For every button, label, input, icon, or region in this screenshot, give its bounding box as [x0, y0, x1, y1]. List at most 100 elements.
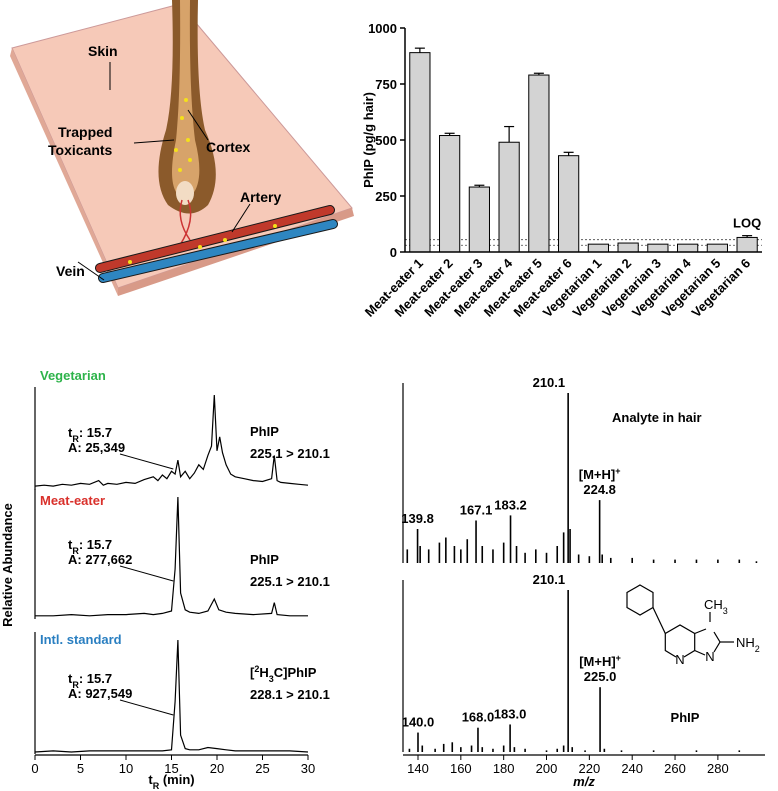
x-tick-label: 5	[77, 761, 84, 776]
text-part: R	[72, 434, 79, 444]
dot	[174, 148, 178, 152]
text-part: [M+H]	[579, 654, 615, 669]
pointer	[119, 565, 174, 582]
peak-label: 210.1	[533, 375, 566, 390]
x-tick-label: 25	[255, 761, 269, 776]
text-part: +	[616, 653, 621, 663]
text-part: t	[68, 671, 73, 686]
y-tick-label: 0	[390, 245, 397, 260]
bar	[617, 242, 639, 253]
text-part: t	[68, 537, 73, 552]
peak-label: 183.0	[494, 706, 527, 721]
x-tick-label: 140	[407, 761, 429, 776]
peak-area: A: 927,549	[68, 686, 132, 701]
text-part: t	[68, 425, 73, 440]
y-tick-label: 750	[375, 77, 397, 92]
x-axis-label: tR (min)	[148, 772, 194, 791]
text-part: PhIP	[250, 424, 279, 439]
x-tick-label: 180	[493, 761, 515, 776]
x-axis-label: m/z	[573, 774, 595, 789]
pointer	[119, 699, 174, 716]
sample-label: Meat-eater	[40, 493, 105, 508]
x-tick-label: 220	[579, 761, 601, 776]
peak-label: 139.8	[401, 511, 434, 526]
bar	[468, 186, 490, 253]
x-tick-label: 30	[301, 761, 315, 776]
x-tick-label: 160	[450, 761, 472, 776]
dot	[128, 260, 132, 264]
chromatogram-trace	[34, 394, 309, 487]
text-part: : 15.7	[79, 671, 112, 686]
bar	[587, 243, 609, 253]
pointer	[187, 109, 209, 141]
y-tick-label: 250	[375, 189, 397, 204]
x-tick-label: 15	[164, 761, 178, 776]
peak-label: 183.2	[494, 497, 527, 512]
compound: PhIP	[250, 424, 279, 439]
pointer	[77, 261, 105, 281]
x-tick-label: 20	[210, 761, 224, 776]
amine: NH2	[736, 635, 760, 654]
text-part: [M+H]	[579, 467, 615, 482]
label-skin: Skin	[88, 43, 118, 59]
text-part: [	[250, 665, 255, 680]
pointer	[231, 203, 251, 233]
dot	[178, 168, 182, 172]
y-tick-label: 500	[375, 133, 397, 148]
chromatogram-trace	[35, 496, 308, 617]
bar	[736, 236, 758, 253]
retention-time: tR: 15.7	[68, 537, 112, 556]
transition: 225.1 > 210.1	[250, 574, 330, 589]
compound: PhIP	[250, 552, 279, 567]
retention-time: tR: 15.7	[68, 671, 112, 690]
sample-label: Intl. standard	[40, 632, 122, 647]
skin-edge	[10, 48, 118, 296]
bond	[713, 631, 721, 653]
phenyl-ring	[626, 584, 654, 616]
text-part: : 15.7	[79, 537, 112, 552]
y-tick-label: 1000	[368, 21, 397, 36]
x-tick-label: 10	[119, 761, 133, 776]
dot	[188, 158, 192, 162]
text-part: C]PhIP	[274, 665, 317, 680]
bond	[652, 607, 666, 634]
illustration: Skin Trapped Toxicants Cortex Artery Vei…	[10, 0, 354, 296]
text-part: : 15.7	[79, 425, 112, 440]
peak-label-prefix: [M+H]+	[579, 466, 621, 482]
x-tick-label: 0	[31, 761, 38, 776]
bar	[647, 243, 669, 253]
text-part: H	[259, 665, 268, 680]
label-vein: Vein	[56, 263, 85, 279]
x-tick-label: 200	[536, 761, 558, 776]
artery	[96, 206, 334, 272]
label-cortex: Cortex	[206, 139, 251, 155]
x-tick-label: 260	[664, 761, 686, 776]
text-part: R	[72, 546, 79, 556]
text-part: t	[148, 772, 153, 787]
dot	[186, 138, 190, 142]
transition: 225.1 > 210.1	[250, 446, 330, 461]
capillary	[179, 199, 192, 246]
text-part: R	[153, 781, 160, 791]
dot	[223, 238, 227, 242]
text-part: 2	[254, 664, 259, 674]
bar	[558, 155, 580, 253]
transition: 228.1 > 210.1	[250, 687, 330, 702]
text-part: NH	[736, 635, 755, 650]
peak-label: 225.0	[584, 669, 617, 684]
peak-area: A: 277,662	[68, 552, 132, 567]
x-tick-label: 240	[621, 761, 643, 776]
retention-time: tR: 15.7	[68, 425, 112, 444]
bond	[694, 649, 706, 656]
text-part: PhIP	[250, 552, 279, 567]
pointer	[119, 453, 174, 470]
bar	[409, 52, 431, 253]
text-part: 3	[723, 606, 728, 616]
text-part: (min)	[159, 772, 194, 787]
toxicant-dots	[128, 98, 277, 264]
peak-label-prefix: [M+H]+	[579, 653, 621, 669]
annotation: LOQ	[733, 216, 761, 231]
y-axis-label: Relative Abundance	[0, 503, 15, 627]
bar	[498, 141, 520, 253]
peak-label: 140.0	[402, 715, 435, 730]
